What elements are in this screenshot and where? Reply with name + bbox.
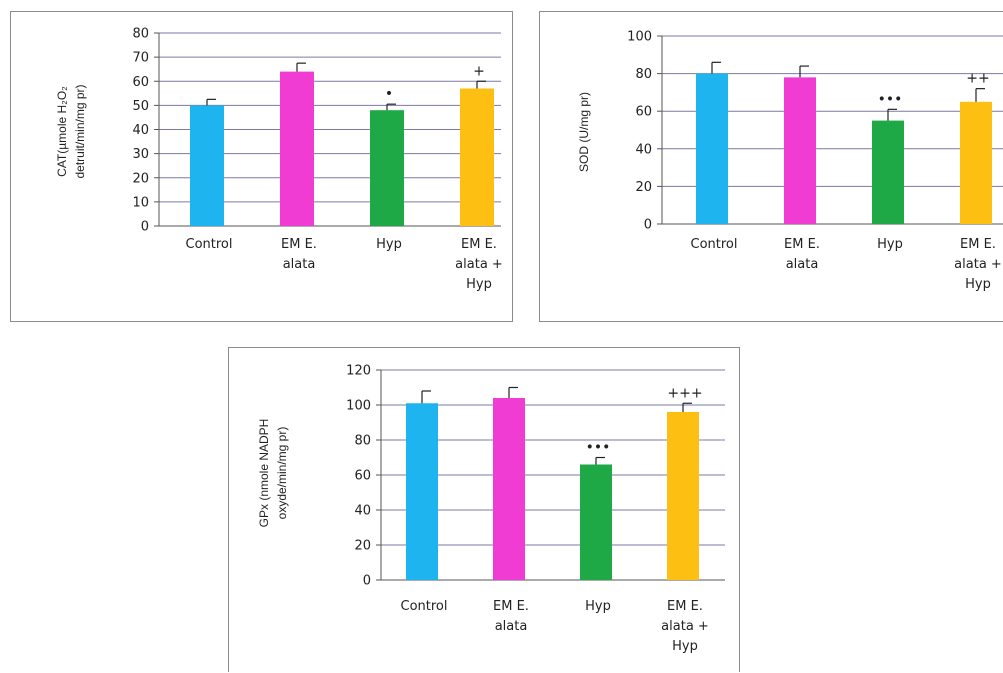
bar <box>370 110 404 226</box>
x-category-label: Control <box>401 599 448 614</box>
y-axis-label: detruit/min/mg pr) <box>73 84 87 178</box>
y-tick-label: 20 <box>635 180 652 195</box>
x-category-label: EM E. <box>784 237 820 252</box>
significance-marker: ••• <box>878 91 903 107</box>
bar <box>784 77 816 224</box>
x-category-label: Hyp <box>376 237 402 252</box>
y-tick-label: 20 <box>132 171 149 186</box>
x-category-label: alata + <box>954 257 1002 272</box>
gpx-chart-panel: 0 20 40 60 80 100 120 Control EM E. alata ••• Hyp ++… <box>228 347 740 672</box>
y-tick-label: 0 <box>141 220 149 235</box>
y-axis-label: CAT(µmole H₂O₂ <box>55 86 69 177</box>
y-tick-label: 80 <box>354 434 371 449</box>
x-category-label: EM E. <box>960 237 996 252</box>
y-tick-label: 40 <box>354 504 371 519</box>
bar <box>406 403 438 580</box>
sod-chart: 0 20 40 60 80 100 Control EM E. alata ••• Hyp ++ EM … <box>577 30 1003 292</box>
bar <box>667 412 699 580</box>
x-category-label: Hyp <box>965 277 991 292</box>
bar <box>580 464 612 580</box>
x-category-label: Control <box>186 237 233 252</box>
bar <box>280 71 314 226</box>
y-tick-label: 50 <box>132 99 149 114</box>
y-tick-label: 100 <box>627 30 652 45</box>
y-tick-label: 60 <box>354 469 371 484</box>
bar <box>493 398 525 580</box>
x-category-label: alata <box>495 619 528 634</box>
cat-chart-panel: 0 10 20 30 40 50 60 70 80 Control EM E. alata • Hyp + E… <box>10 11 513 322</box>
y-tick-label: 0 <box>363 574 371 589</box>
bar <box>190 105 224 226</box>
x-category-label: Hyp <box>672 639 698 654</box>
bar <box>960 101 992 224</box>
y-tick-label: 100 <box>346 399 371 414</box>
significance-marker: +++ <box>667 385 702 401</box>
y-tick-label: 60 <box>132 75 149 90</box>
x-category-label: EM E. <box>493 599 529 614</box>
y-tick-label: 0 <box>644 218 652 233</box>
x-category-label: EM E. <box>281 237 317 252</box>
sod-chart-panel: 0 20 40 60 80 100 Control EM E. alata ••• Hyp ++ EM … <box>539 11 1003 322</box>
y-tick-label: 120 <box>346 364 371 379</box>
y-axis-label: oxyde/min/mg pr) <box>275 427 289 520</box>
x-category-label: alata + <box>661 619 709 634</box>
x-category-label: Hyp <box>877 237 903 252</box>
x-category-label: EM E. <box>667 599 703 614</box>
y-axis-label: SOD (U/mg pr) <box>577 92 591 172</box>
bar <box>696 73 728 224</box>
bar <box>872 120 904 224</box>
y-tick-label: 30 <box>132 147 149 162</box>
x-category-label: Hyp <box>585 599 611 614</box>
x-category-label: alata <box>786 257 819 272</box>
significance-marker: + <box>473 63 485 79</box>
x-category-label: Hyp <box>466 277 492 292</box>
y-tick-label: 80 <box>635 67 652 82</box>
y-tick-label: 70 <box>132 51 149 66</box>
y-tick-label: 80 <box>132 27 149 42</box>
cat-chart: 0 10 20 30 40 50 60 70 80 Control EM E. alata • Hyp + E… <box>55 27 503 293</box>
bar <box>460 88 494 226</box>
y-axis-label: GPx (nmole NADPH <box>257 419 271 528</box>
x-category-label: EM E. <box>461 237 497 252</box>
significance-marker: • <box>385 86 393 102</box>
significance-marker: ••• <box>586 440 611 456</box>
y-tick-label: 40 <box>635 142 652 157</box>
significance-marker: ++ <box>966 71 989 87</box>
y-tick-label: 40 <box>132 123 149 138</box>
x-category-label: Control <box>691 237 738 252</box>
gpx-chart: 0 20 40 60 80 100 120 Control EM E. alata ••• Hyp ++… <box>257 364 725 654</box>
y-tick-label: 60 <box>635 105 652 120</box>
y-tick-label: 10 <box>132 195 149 210</box>
x-category-label: alata <box>283 257 316 272</box>
x-category-label: alata + <box>455 257 503 272</box>
y-tick-label: 20 <box>354 539 371 554</box>
